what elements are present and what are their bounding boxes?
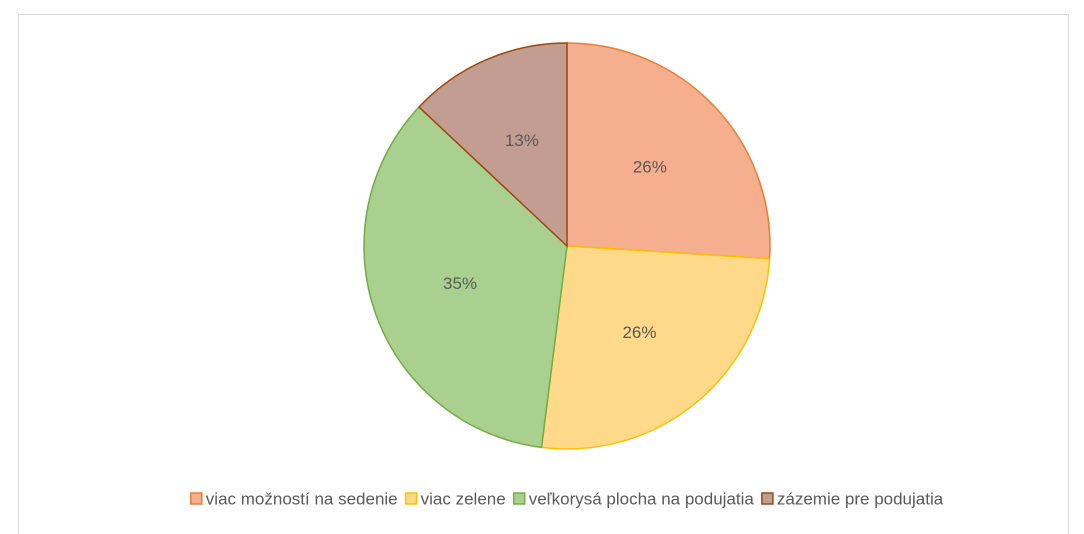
legend-swatch [404,492,418,505]
legend-label: veľkorysá plocha na podujatia [529,489,755,508]
legend-label: viac možností na sedenie [206,489,398,508]
pie-slice [566,42,771,260]
data-label: 26% [622,323,656,342]
legend: viac možností na sedenie viac zelene veľko… [190,489,944,508]
legend-swatch [512,492,526,505]
pie-slice [540,245,771,450]
legend-swatch [190,492,203,505]
data-label: 13% [505,131,539,150]
data-label: 35% [443,274,477,293]
pie-slice [417,42,568,248]
legend-label: zázemie pre podujatia [777,489,944,508]
pie-slice [363,105,568,449]
data-label: 26% [633,158,667,177]
legend-label: viac zelene [421,489,506,508]
legend-swatch [761,492,774,505]
